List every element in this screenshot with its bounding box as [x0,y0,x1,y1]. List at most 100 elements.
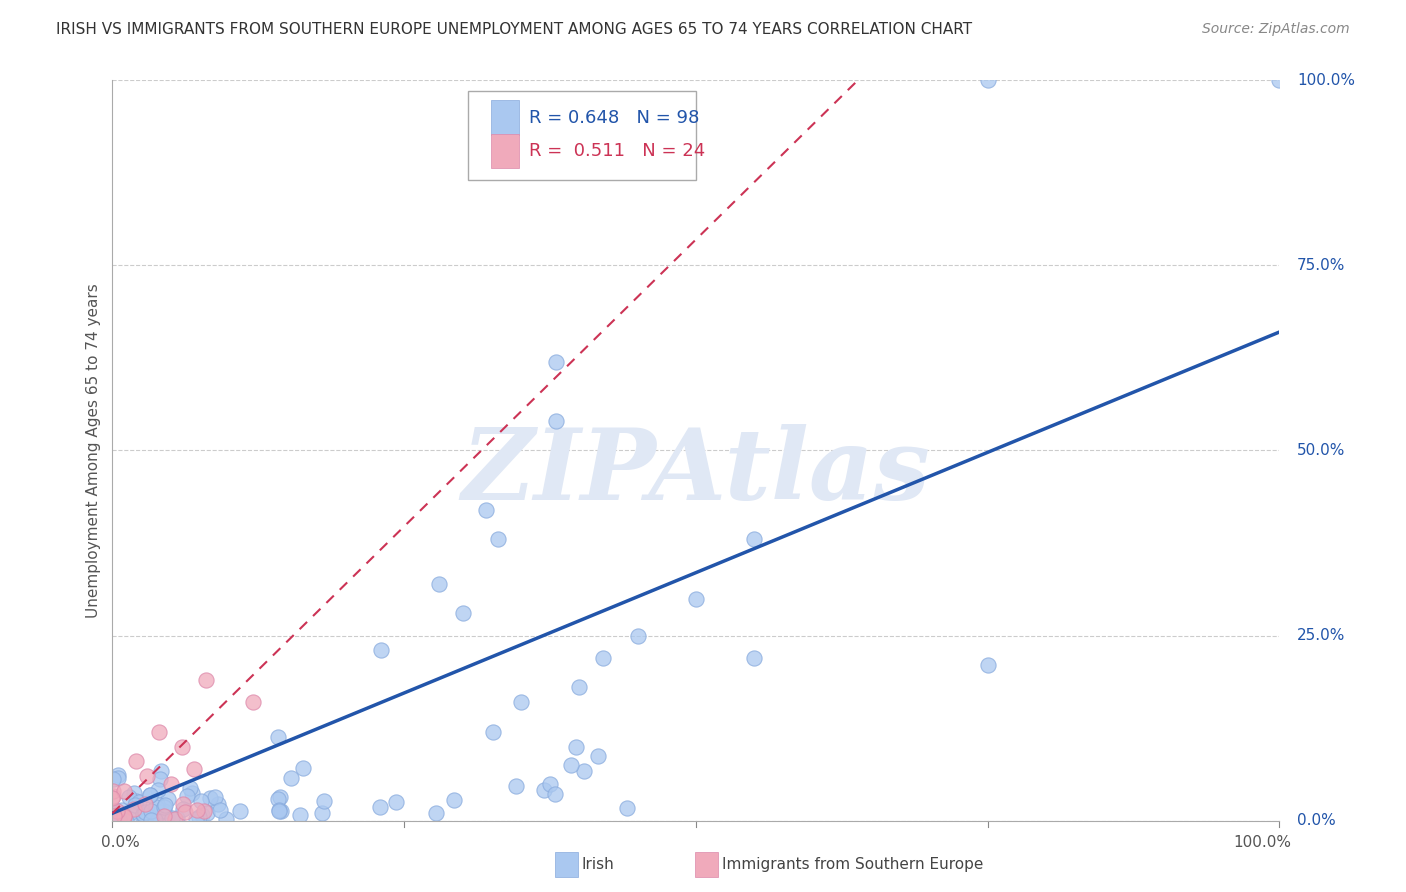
Point [443,793,465,807]
FancyBboxPatch shape [555,852,578,877]
Text: Immigrants from Southern Europe: Immigrants from Southern Europe [721,857,983,871]
Point [627,628,650,642]
Point [229,804,252,818]
Point [134,813,156,827]
Point [215,812,238,826]
Point [204,790,226,805]
Point [267,805,290,819]
Text: 25.0%: 25.0% [1296,628,1346,643]
Point [157,791,180,805]
Point [160,811,183,825]
Point [139,788,162,802]
Point [172,797,194,812]
Point [195,805,218,820]
Point [191,808,214,822]
Point [146,782,169,797]
Point [184,812,207,826]
Point [505,779,527,793]
Point [543,787,565,801]
Point [568,681,591,695]
Text: R = 0.648   N = 98: R = 0.648 N = 98 [529,109,699,127]
Point [176,789,198,803]
Point [314,794,336,808]
Point [198,791,221,805]
Point [560,758,582,772]
Point [188,810,211,824]
Point [173,805,195,820]
Point [141,813,163,827]
Point [744,650,766,665]
Point [143,813,166,827]
FancyBboxPatch shape [695,852,718,877]
Point [269,790,291,805]
Point [976,73,998,87]
Point [101,791,124,805]
Point [194,673,217,687]
Point [153,797,176,812]
Point [139,805,162,819]
Point [427,576,450,591]
Text: R =  0.511   N = 24: R = 0.511 N = 24 [529,142,706,160]
Point [186,803,208,817]
FancyBboxPatch shape [491,134,519,169]
Point [143,807,166,822]
Point [172,802,194,816]
Text: Irish: Irish [582,857,614,871]
Point [538,777,561,791]
Point [163,812,186,826]
Point [135,808,157,822]
Point [105,805,128,819]
Point [134,809,156,823]
Point [425,805,447,820]
Point [193,804,215,818]
Text: 100.0%: 100.0% [1233,836,1291,850]
Point [107,771,129,785]
Point [181,786,204,800]
Point [103,808,125,822]
Point [132,807,155,822]
Text: Source: ZipAtlas.com: Source: ZipAtlas.com [1202,22,1350,37]
Point [544,414,567,428]
Point [486,533,509,547]
Y-axis label: Unemployment Among Ages 65 to 74 years: Unemployment Among Ages 65 to 74 years [86,283,101,618]
Point [267,792,290,806]
Point [103,784,125,798]
Point [101,789,124,803]
Point [112,809,135,823]
Point [136,769,159,783]
Point [482,725,505,739]
Point [588,749,610,764]
Point [150,764,173,778]
FancyBboxPatch shape [491,100,519,135]
Point [1268,73,1291,87]
Point [124,797,146,812]
Point [125,794,148,808]
Point [574,764,596,778]
Point [149,772,172,787]
Point [153,799,176,814]
Point [267,730,290,744]
Point [533,783,555,797]
Text: 100.0%: 100.0% [1296,73,1355,87]
Point [103,808,125,822]
Point [451,607,474,621]
Point [475,502,498,516]
Point [370,643,392,657]
Point [134,797,156,811]
Point [150,804,173,818]
Point [172,739,194,754]
Point [112,810,135,824]
Point [124,786,146,800]
FancyBboxPatch shape [468,91,696,180]
Point [311,805,333,820]
Text: 75.0%: 75.0% [1296,258,1346,273]
Point [616,801,638,815]
Point [166,811,188,825]
Point [134,805,156,820]
Point [112,784,135,798]
Point [101,772,124,786]
Point [145,797,167,811]
Point [118,812,141,826]
Point [565,740,588,755]
Point [183,762,205,776]
